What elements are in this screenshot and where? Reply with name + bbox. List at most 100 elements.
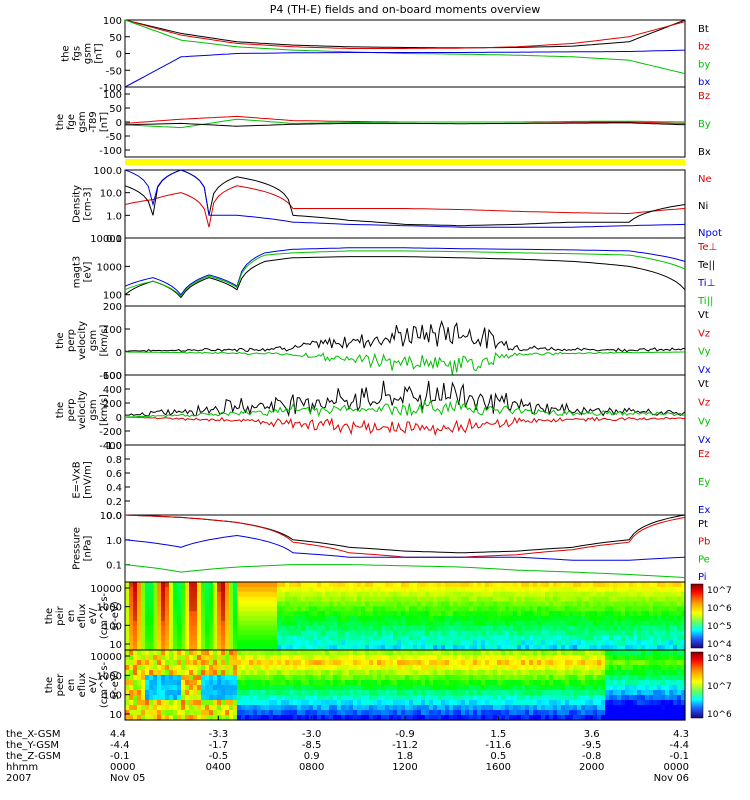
heatmap-cell [481,705,486,711]
y-tick-label: 10 [109,710,122,721]
heatmap-cell [357,640,362,646]
heatmap-cell [537,650,542,656]
heatmap-cell [209,606,214,612]
heatmap-cell [441,630,446,637]
heatmap-cell [581,680,586,686]
heatmap-cell [261,586,266,593]
heatmap-cell [421,700,426,706]
heatmap-cell [185,675,190,681]
heatmap-cell [349,591,354,598]
heatmap-cell [601,596,606,603]
heatmap-cell [517,715,522,721]
heatmap-cell [669,645,674,651]
heatmap-cell [601,690,606,696]
y-label-line: [km/s] [99,324,110,356]
heatmap-cell [481,680,486,686]
heatmap-cell [317,620,322,627]
heatmap-cell [281,690,286,696]
heatmap-cell [517,665,522,671]
heatmap-cell [545,690,550,696]
heatmap-cell [305,685,310,691]
heatmap-cell [645,640,650,646]
heatmap-cell [505,625,510,632]
heatmap-cell [425,616,430,622]
heatmap-cell [181,670,186,676]
heatmap-cell [233,675,238,681]
heatmap-cell [637,625,642,632]
heatmap-cell [677,582,682,588]
heatmap-cell [469,695,474,701]
row-label: hhmm [6,762,38,773]
heatmap-cell [589,665,594,671]
heatmap-cell [369,665,374,671]
heatmap-cell [661,582,666,588]
heatmap-cell [645,680,650,686]
heatmap-cell [485,616,490,622]
heatmap-cell [241,685,246,691]
heatmap-cell [425,690,430,696]
heatmap-cell [653,715,658,721]
heatmap-cell [661,690,666,696]
heatmap-cell [349,596,354,603]
heatmap-cell [257,670,262,676]
heatmap-cell [505,611,510,617]
heatmap-cell [649,675,654,681]
heatmap-cell [373,606,378,612]
heatmap-cell [309,625,314,632]
heatmap-cell [389,625,394,632]
heatmap-cell [369,700,374,706]
heatmap-cell [553,640,558,646]
legend-entry: Ni [698,201,708,212]
heatmap-cell [557,586,562,593]
heatmap-cell [493,695,498,701]
heatmap-cell [293,715,298,721]
heatmap-cell [249,675,254,681]
heatmap-cell [397,680,402,686]
heatmap-cell [425,601,430,607]
heatmap-cell [585,601,590,607]
heatmap-cell [189,620,194,627]
heatmap-cell [561,620,566,627]
heatmap-cell [425,695,430,701]
heatmap-cell [609,606,614,612]
heatmap-cell [405,635,410,641]
heatmap-cell [513,665,518,671]
heatmap-cell [489,695,494,701]
heatmap-cell [149,596,154,603]
heatmap-cell [165,675,170,681]
heatmap-cell [229,650,234,656]
heatmap-cell [197,675,202,681]
heatmap-cell [133,680,138,686]
heatmap-cell [209,710,214,716]
heatmap-cell [481,645,486,651]
heatmap-cell [377,695,382,701]
heatmap-cell [673,645,678,651]
y-tick-label: 0.4 [106,483,122,494]
heatmap-cell [309,635,314,641]
heatmap-cell [453,655,458,661]
heatmap-cell [665,620,670,627]
heatmap-cell [125,635,130,641]
heatmap-cell [541,640,546,646]
heatmap-cell [373,660,378,666]
heatmap-cell [565,645,570,651]
heatmap-cell [285,630,290,637]
heatmap-cell [293,601,298,607]
heatmap-cell [401,680,406,686]
heatmap-cell [617,665,622,671]
heatmap-cell [349,675,354,681]
heatmap-cell [177,586,182,593]
heatmap-cell [441,635,446,641]
heatmap-cell [317,665,322,671]
heatmap-cell [365,660,370,666]
heatmap-cell [221,680,226,686]
heatmap-cell [581,670,586,676]
heatmap-cell [149,616,154,622]
heatmap-cell [357,695,362,701]
heatmap-cell [313,596,318,603]
heatmap-cell [681,680,686,686]
heatmap-cell [317,635,322,641]
heatmap-cell [137,700,142,706]
heatmap-cell [145,685,150,691]
heatmap-cell [289,586,294,593]
